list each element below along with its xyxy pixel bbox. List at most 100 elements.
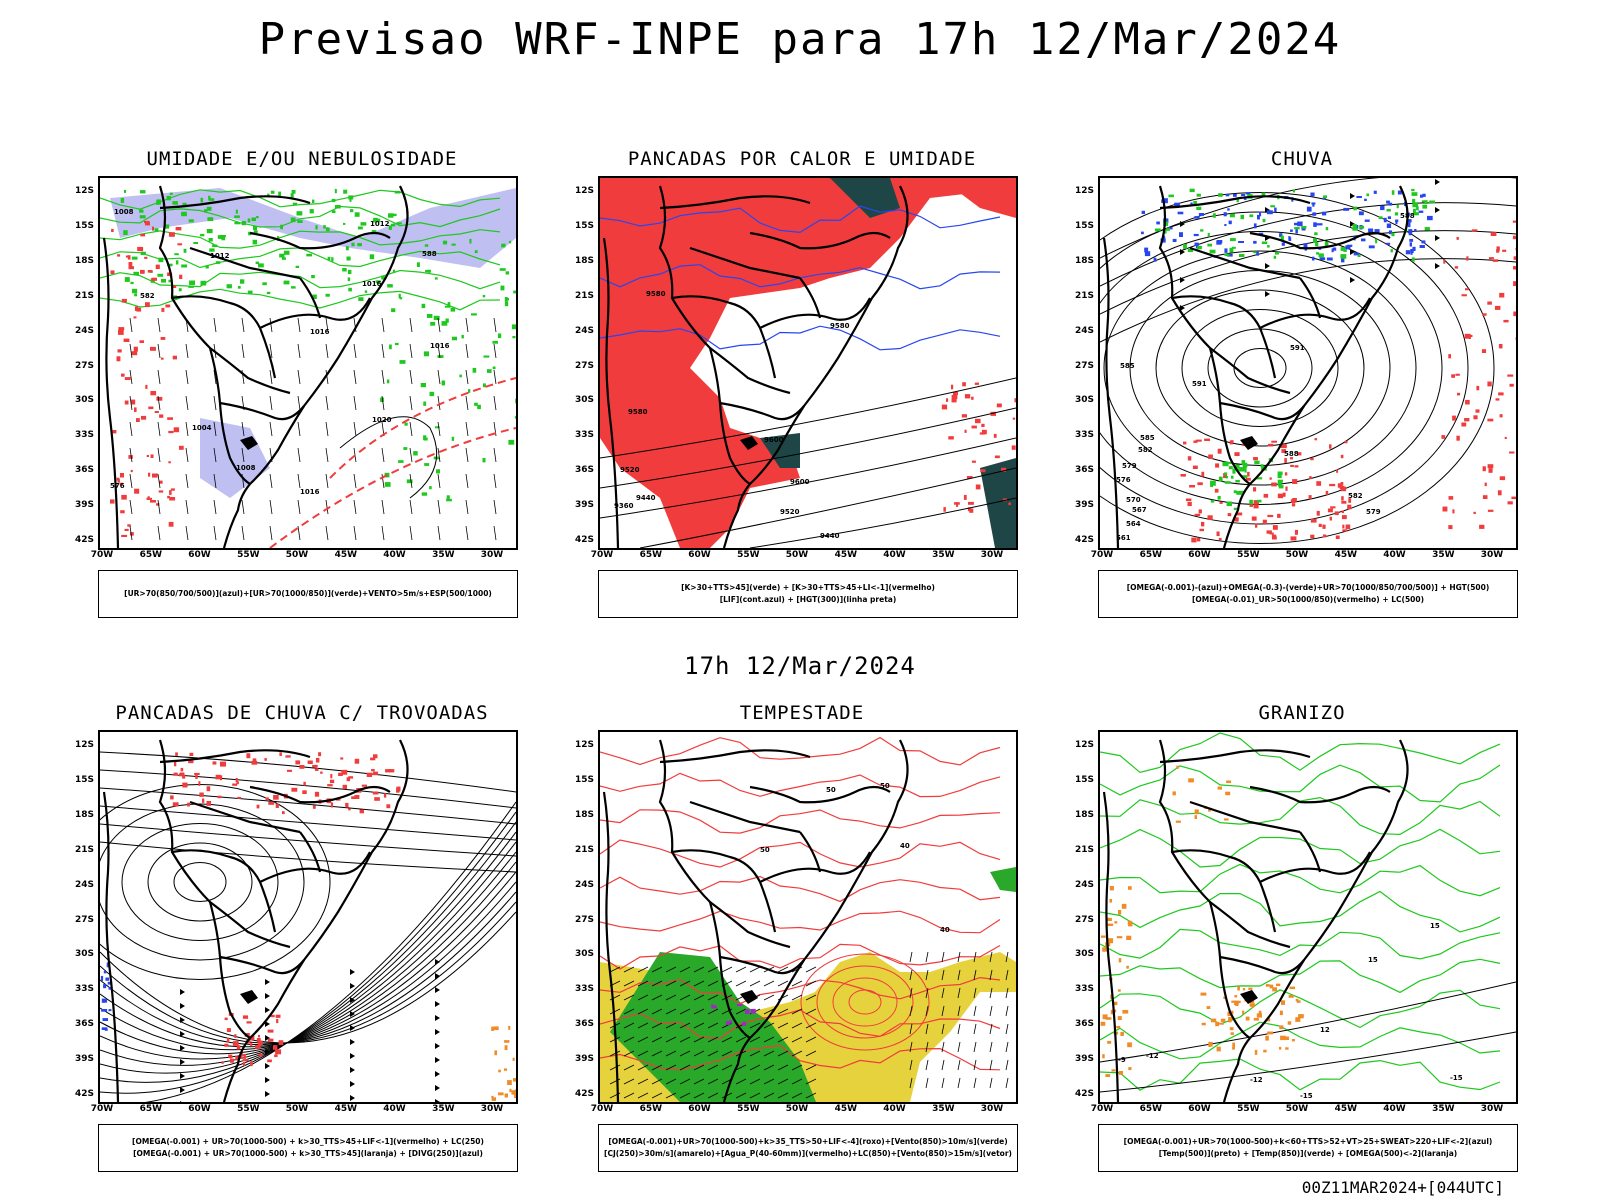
forecast-map: 50 50 40 40 50 [600, 736, 1016, 1102]
lon-tick-label: 55W [1237, 550, 1260, 560]
lat-tick-label: 33S [574, 984, 594, 995]
lon-tick-label: 45W [334, 1104, 358, 1114]
lon-tick-label: 65W [639, 1104, 663, 1114]
lon-tick-label: 55W [1237, 1104, 1260, 1114]
legend-line: [OMEGA(-0.01)_UR>50(1000/850)(vermelho) … [1191, 595, 1425, 604]
lat-tick-label: 30S [74, 949, 94, 960]
lat-tick-label: 27S [1074, 360, 1094, 371]
lon-tick-label: 45W [834, 550, 858, 560]
lat-tick-label: 30S [1074, 949, 1094, 960]
contour-label: 9580 [830, 322, 850, 330]
lon-tick-label: 30W [1480, 550, 1504, 560]
lat-tick-label: 18S [74, 809, 94, 820]
lat-tick-label: 33S [74, 430, 94, 441]
lat-tick-label: 30S [574, 949, 594, 960]
wind-vectors [129, 317, 497, 541]
mid-title: 17h 12/Mar/2024 [684, 652, 916, 680]
height-contours [100, 784, 331, 980]
contour-label: -9 [1118, 1056, 1126, 1064]
lat-tick-label: 39S [1074, 500, 1094, 511]
pressure-contour [339, 416, 438, 499]
legend-line: [K>30+TTS>45](verde) + [K>30+TTS>45+LI<-… [681, 583, 935, 592]
panel-pancadas-trovoadas: PANCADAS DE CHUVA C/ TROVOADAS 12S 15S 18S 2… [62, 702, 542, 1192]
panel-chuva: CHUVA 588 585 591 591 585 582 579 576 570 567 564 56… [1062, 148, 1542, 638]
thunder-speckles [221, 1013, 284, 1067]
lon-tick-label: 70W [1090, 1104, 1114, 1114]
lat-tick-label: 42S [574, 535, 594, 546]
lat-tick-label: 15S [74, 220, 94, 231]
lat-tick-label: 42S [574, 1089, 594, 1100]
legend-box: [UR>70(850/700/500)](azul)+[UR>70(1000/8… [98, 570, 518, 618]
lat-tick-label: 36S [1074, 465, 1094, 476]
lat-tick-label: 30S [74, 395, 94, 406]
lat-tick-label: 21S [574, 290, 594, 301]
height-contour [600, 377, 1016, 459]
lat-tick-label: 24S [574, 325, 594, 336]
contour-label: 9360 [614, 502, 634, 510]
height-contour [600, 407, 1016, 489]
contour-label: 585 [1140, 434, 1155, 442]
lon-tick-label: 40W [383, 1104, 406, 1114]
convective-area [760, 433, 800, 468]
contour-label: 9520 [780, 508, 800, 516]
lat-tick-label: 15S [574, 774, 594, 785]
lon-tick-label: 65W [139, 550, 163, 560]
contour-labels: 1008 1012 1012 1016 1016 1016 1020 1004 1008 1016… [110, 208, 450, 496]
lat-tick-label: 27S [574, 914, 594, 925]
contour-labels: 5885855915915855825795765705675645615885… [1116, 212, 1415, 542]
lat-tick-label: 27S [74, 914, 94, 925]
legend-line: [CJ(250)>30m/s](amarelo)+[Agua_P(40-60mm… [604, 1149, 1012, 1158]
contour-label: 579 [1122, 462, 1137, 470]
contour-label: 582 [140, 292, 155, 300]
lon-tick-label: 45W [334, 550, 358, 560]
contour-label: 1012 [210, 252, 230, 260]
map-frame: 9580 9580 9580 9600 9520 9440 9360 9600 9520 9440 [598, 176, 1018, 550]
lat-tick-label: 27S [74, 360, 94, 371]
contour-label: 9580 [628, 408, 648, 416]
map-frame: 1008 1012 1012 1016 1016 1016 1020 1004 1008 1016… [98, 176, 518, 550]
lat-tick-label: 21S [1074, 290, 1094, 301]
contour-label: 1016 [310, 328, 330, 336]
lat-tick-label: 33S [74, 984, 94, 995]
lat-tick-label: 36S [74, 1019, 94, 1030]
lat-tick-label: 39S [74, 500, 94, 511]
forecast-map [100, 739, 516, 1102]
lat-tick-label: 12S [74, 186, 94, 196]
lat-tick-label: 30S [1074, 395, 1094, 406]
contour-label: 1004 [192, 424, 212, 432]
lon-tick-label: 30W [980, 550, 1004, 560]
contour-label: 1020 [372, 416, 392, 424]
lon-tick-label: 60W [688, 550, 711, 560]
lon-tick-label: 65W [1139, 1104, 1163, 1114]
lon-tick-label: 70W [590, 1104, 614, 1114]
panel-tempestade: TEMPESTADE 50 50 40 40 50 12S 15S 18S 21S 24S 27S 30… [562, 702, 1042, 1192]
lat-tick-label: 21S [74, 844, 94, 855]
lat-tick-label: 12S [1074, 186, 1094, 196]
map-frame: -9 -12 -15 -15 -12 15 15 12 [1098, 730, 1518, 1104]
legend-box: [OMEGA(-0.001)+UR>70(1000-500)+k>35_TTS>… [598, 1124, 1018, 1172]
contour-label: 579 [1366, 508, 1381, 516]
lat-tick-label: 21S [1074, 844, 1094, 855]
lat-tick-label: 18S [574, 809, 594, 820]
legend-line: [Temp(500)](preto) + [Temp(850)](verde) … [1158, 1149, 1458, 1158]
panel-title: PANCADAS DE CHUVA C/ TROVOADAS [115, 702, 489, 724]
lat-tick-label: 12S [1074, 740, 1094, 750]
orange-speckles [491, 1025, 516, 1101]
lat-tick-label: 39S [1074, 1054, 1094, 1065]
contour-label: 567 [1132, 506, 1147, 514]
precip-speckles [1441, 220, 1516, 530]
lat-tick-label: 42S [74, 1089, 94, 1100]
contour-labels: -9 -12 -15 -15 -12 15 15 12 [1118, 922, 1463, 1100]
panel-title: UMIDADE E/OU NEBULOSIDADE [146, 148, 458, 170]
contour-label: 12 [1320, 1026, 1330, 1034]
forecast-map: -9 -12 -15 -15 -12 15 15 12 [1100, 732, 1516, 1102]
coastline-and-borders [102, 185, 409, 548]
forecast-map: 5885855915915855825795765705675645615885… [1100, 178, 1516, 548]
contour-label: 9520 [620, 466, 640, 474]
lat-tick-label: 33S [1074, 430, 1094, 441]
lon-tick-label: 65W [139, 1104, 163, 1114]
legend-box: [OMEGA(-0.001)-(azul)+OMEGA(-0.3)-(verde… [1098, 570, 1518, 618]
lon-tick-label: 55W [237, 550, 260, 560]
lat-tick-label: 24S [1074, 325, 1094, 336]
convective-area [980, 458, 1016, 548]
